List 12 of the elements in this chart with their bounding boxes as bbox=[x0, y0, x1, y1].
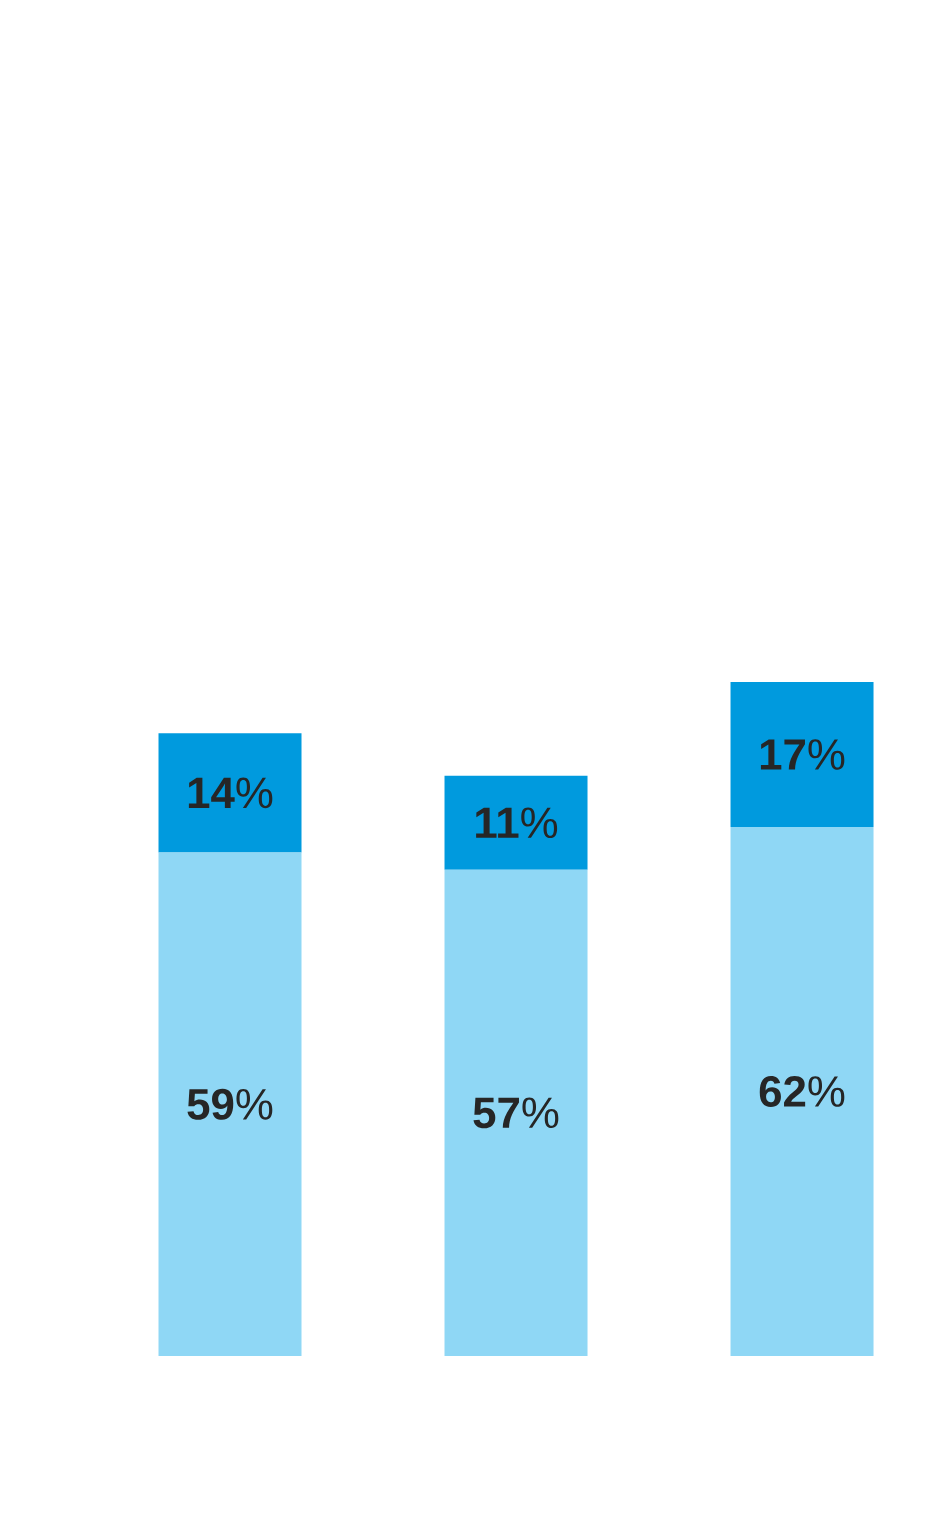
bar bbox=[444, 869, 588, 1356]
bar bbox=[158, 733, 302, 853]
data-label: 14% bbox=[188, 777, 273, 809]
data-label: 62% bbox=[759, 1075, 845, 1108]
bar bbox=[444, 775, 588, 870]
data-label: 11% bbox=[476, 807, 558, 839]
data-label: 57% bbox=[473, 1097, 559, 1129]
bar bbox=[730, 681, 874, 828]
data-label: 17% bbox=[760, 739, 845, 770]
bar bbox=[730, 827, 874, 1356]
bar bbox=[158, 852, 302, 1356]
data-label: 59% bbox=[187, 1088, 273, 1120]
